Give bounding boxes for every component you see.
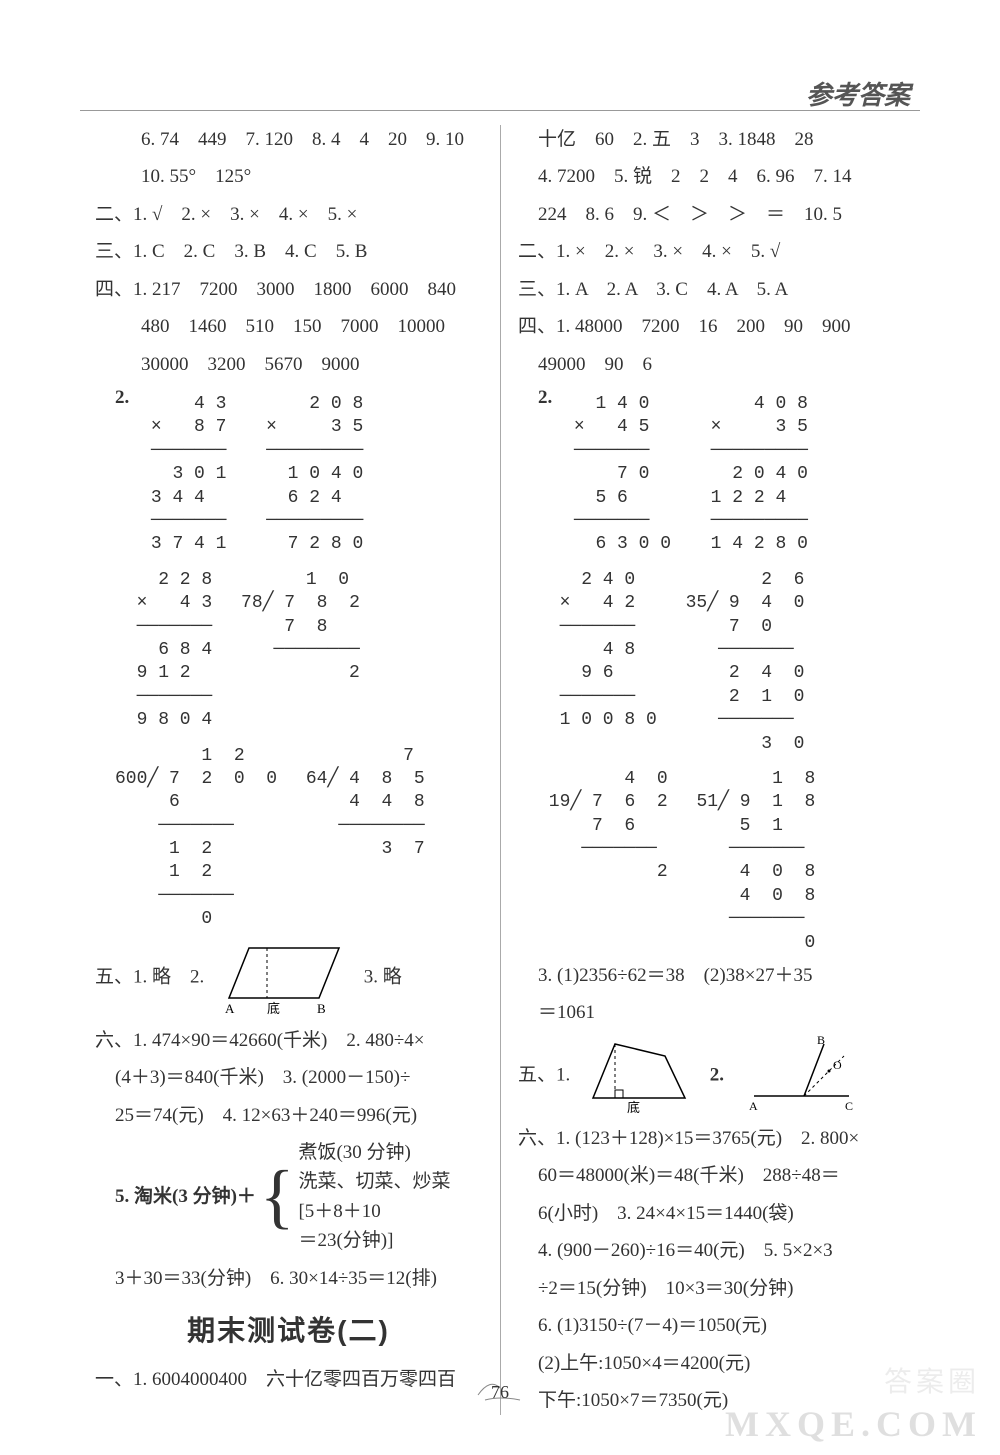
- vertical-mult: 4 0 8 × 3 5 ───────── 2 0 4 0 1 2 2 4 ──…: [689, 393, 808, 557]
- ans-line: 十亿 60 2. 五 3 3. 1848 28: [538, 125, 905, 154]
- text: 五、1.: [518, 1064, 570, 1085]
- ans-line: 49000 90 6: [538, 350, 905, 379]
- svg-text:A: A: [225, 1001, 235, 1016]
- ans-line: (4＋3)＝840(千米) 3. (2000－150)÷: [115, 1063, 482, 1092]
- svg-text:B: B: [317, 1001, 326, 1016]
- svg-text:A: A: [749, 1099, 758, 1113]
- brace-icon: {: [260, 1164, 295, 1229]
- svg-text:底: 底: [627, 1100, 640, 1115]
- math-group-1: 2. 4 3 × 8 7 ─────── 3 0 1 3 4 4 ───────…: [115, 387, 482, 563]
- vertical-mult: 2 0 8 × 3 5 ───────── 1 0 4 0 6 2 4 ────…: [244, 393, 363, 557]
- ans-line: 25＝74(元) 4. 12×63＋240＝996(元): [115, 1101, 482, 1130]
- ans-line: (2)上午:1050×4＝4200(元): [538, 1349, 905, 1378]
- text: 五、1. 略 2.: [95, 966, 204, 987]
- ans-section-2: 二、1. √ 2. × 3. × 4. × 5. ×: [95, 200, 482, 229]
- test-title-2: 期末测试卷(二): [95, 1309, 482, 1349]
- svg-text:B: B: [817, 1036, 825, 1047]
- math-group-r3: 4 0 19╱ 7 6 2 7 6 ─────── 2 1 8 51╱ 9 1 …: [538, 762, 905, 961]
- long-division: 2 6 35╱ 9 4 0 7 0 ─────── 2 4 0 2 1 0 ──…: [675, 569, 805, 756]
- long-division: 1 2 600╱ 7 2 0 0 6 ─────── 1 2 1 2 ─────…: [115, 745, 277, 932]
- long-division: 7 64╱ 4 8 5 4 4 8 ──────── 3 7: [295, 745, 425, 932]
- ans-section-4: 四、1. 217 7200 3000 1800 6000 840: [95, 275, 482, 304]
- ans-section-5: 五、1. 略 2. A B 底 3. 略: [95, 938, 482, 1018]
- ans-section-6r: 六、1. (123＋128)×15＝3765(元) 2. 800×: [518, 1124, 905, 1153]
- angle-figure: A B C O: [739, 1036, 859, 1116]
- ans-line: 3. (1)2356÷62＝38 (2)38×27＋35: [538, 961, 905, 990]
- brace-group: 5. 淘米(3 分钟)＋ { 煮饭(30 分钟) 洗菜、切菜、炒菜 [5＋8＋1…: [115, 1138, 482, 1256]
- brace-line: [5＋8＋10: [298, 1197, 450, 1226]
- ans-line: 6. 74 449 7. 120 8. 4 4 20 9. 10: [141, 125, 482, 154]
- ans-section-3: 三、1. C 2. C 3. B 4. C 5. B: [95, 237, 482, 266]
- item-label: 2.: [115, 387, 129, 563]
- item-label: 2.: [538, 387, 552, 563]
- parallelogram-figure: A B 底: [219, 938, 349, 1018]
- watermark-logo: 答案圈: [884, 1360, 980, 1400]
- page-number: 76: [491, 1382, 509, 1403]
- content-columns: 6. 74 449 7. 120 8. 4 4 20 9. 10 10. 55°…: [95, 125, 905, 1355]
- ans-line: 4. (900－260)÷16＝40(元) 5. 5×2×3: [538, 1236, 905, 1265]
- ans-line: 224 8. 6 9. ＜ ＞ ＞ ＝ 10. 5: [538, 200, 905, 229]
- ans-section-3r: 三、1. A 2. A 3. C 4. A 5. A: [518, 275, 905, 304]
- ans-section-6: 六、1. 474×90＝42660(千米) 2. 480÷4×: [95, 1026, 482, 1055]
- vertical-mult: 2 2 8 × 4 3 ─────── 6 8 4 9 1 2 ─────── …: [115, 569, 212, 733]
- svg-text:底: 底: [267, 1001, 280, 1016]
- brace-line: 煮饭(30 分钟): [298, 1138, 450, 1167]
- ans-line: 10. 55° 125°: [141, 162, 482, 191]
- svg-text:O: O: [833, 1058, 842, 1072]
- ans-line: 3＋30＝33(分钟) 6. 30×14÷35＝12(排): [115, 1264, 482, 1293]
- trapezoid-figure: 底: [585, 1036, 695, 1116]
- math-group-2: 2 2 8 × 4 3 ─────── 6 8 4 9 1 2 ─────── …: [115, 563, 482, 739]
- ans-section-2r: 二、1. × 2. × 3. × 4. × 5. √: [518, 237, 905, 266]
- math-group-r1: 2. 1 4 0 × 4 5 ─────── 7 0 5 6 ─────── 6…: [538, 387, 905, 563]
- vertical-mult: 2 4 0 × 4 2 ─────── 4 8 9 6 ─────── 1 0 …: [538, 569, 657, 756]
- ans-line: 30000 3200 5670 9000: [141, 350, 482, 379]
- long-division: 4 0 19╱ 7 6 2 7 6 ─────── 2: [538, 768, 668, 955]
- text: 3. 略: [364, 966, 402, 987]
- long-division: 1 8 51╱ 9 1 8 5 1 ─────── 4 0 8 4 0 8 ──…: [686, 768, 816, 955]
- ans-line: 6(小时) 3. 24×4×15＝1440(袋): [538, 1199, 905, 1228]
- svg-text:C: C: [845, 1099, 853, 1113]
- ans-line: ÷2＝15(分钟) 10×3＝30(分钟): [538, 1274, 905, 1303]
- ans-section-1b: 一、1. 6004000400 六十亿零四百万零四百: [95, 1365, 482, 1394]
- header-rule: [80, 110, 920, 111]
- ans-line: 6. (1)3150÷(7－4)＝1050(元): [538, 1311, 905, 1340]
- watermark-url: MXQE.COM: [725, 1403, 982, 1445]
- vertical-mult: 1 4 0 × 4 5 ─────── 7 0 5 6 ─────── 6 3 …: [552, 393, 671, 557]
- brace-line: 洗菜、切菜、炒菜: [298, 1167, 450, 1196]
- ans-line: 60＝48000(米)＝48(千米) 288÷48＝: [538, 1161, 905, 1190]
- brace-line: ＝23(分钟)]: [298, 1226, 450, 1255]
- long-division: 1 0 78╱ 7 8 2 7 8 ──────── 2: [230, 569, 360, 733]
- ans-line: 480 1460 510 150 7000 10000: [141, 312, 482, 341]
- ans-section-4r: 四、1. 48000 7200 16 200 90 900: [518, 312, 905, 341]
- math-group-3: 1 2 600╱ 7 2 0 0 6 ─────── 1 2 1 2 ─────…: [115, 739, 482, 938]
- vertical-mult: 4 3 × 8 7 ─────── 3 0 1 3 4 4 ─────── 3 …: [129, 393, 226, 557]
- math-group-r2: 2 4 0 × 4 2 ─────── 4 8 9 6 ─────── 1 0 …: [538, 563, 905, 762]
- ans-section-5r: 五、1. 底 2. A B C O: [518, 1036, 905, 1116]
- text: 2.: [710, 1064, 724, 1085]
- item-5: 5. 淘米(3 分钟)＋: [115, 1182, 256, 1211]
- page-header: 参考答案: [806, 75, 910, 112]
- ans-line: 4. 7200 5. 锐 2 2 4 6. 96 7. 14: [538, 162, 905, 191]
- ans-line: ＝1061: [538, 998, 905, 1027]
